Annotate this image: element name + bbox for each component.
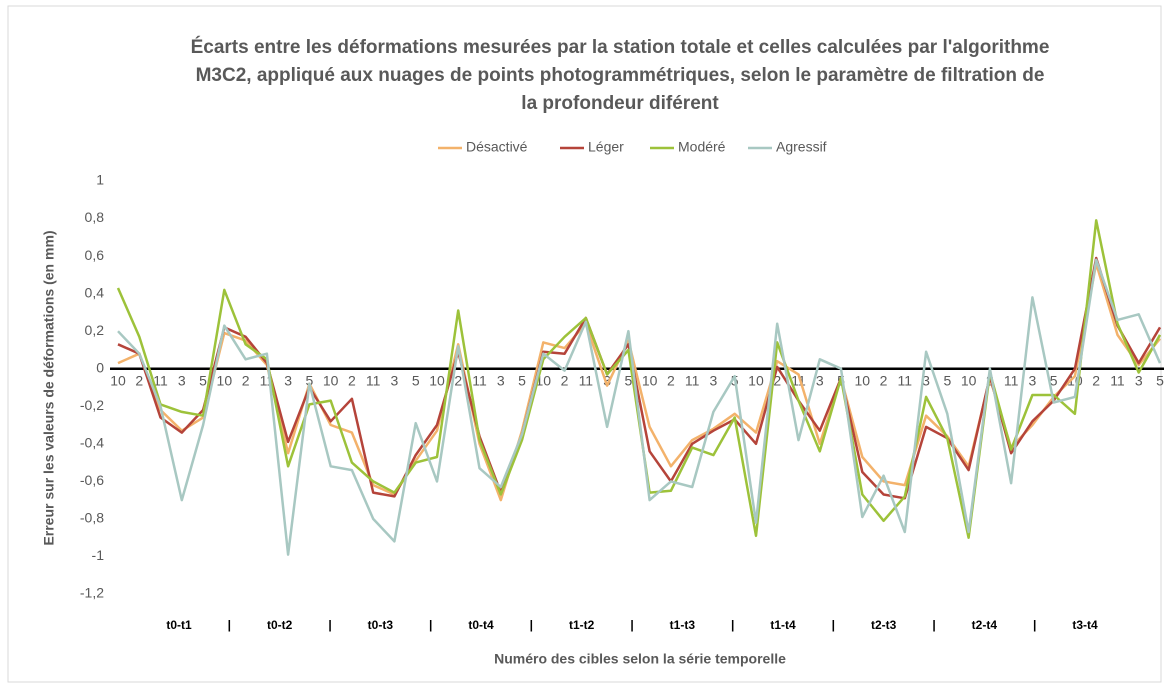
y-axis-title: Erreur sur les valeurs de déformations (… — [41, 230, 57, 545]
x-tick-label: 10 — [642, 372, 658, 388]
x-tick-label: 2 — [880, 372, 888, 388]
y-tick-label: 0 — [96, 359, 104, 375]
group-label: t0-t1 — [166, 618, 192, 632]
x-tick-label: 2 — [348, 372, 356, 388]
y-tick-label: -0,8 — [80, 510, 104, 526]
y-tick-label: -0,6 — [80, 472, 104, 488]
legend-label: Désactivé — [466, 139, 528, 155]
x-tick-label: 11 — [366, 372, 381, 388]
x-tick-label: 11 — [898, 372, 913, 388]
group-label: t1-t4 — [770, 618, 796, 632]
y-tick-label: -1,2 — [80, 585, 104, 601]
group-separator: | — [832, 618, 835, 632]
x-tick-label: 11 — [153, 372, 168, 388]
legend-label: Modéré — [678, 139, 726, 155]
series-line — [117, 258, 1162, 556]
chart-border — [7, 5, 1162, 683]
x-tick-label: 3 — [1029, 372, 1037, 388]
x-tick-label: 3 — [497, 372, 505, 388]
x-tick-label: 10 — [217, 372, 233, 388]
x-tick-label: 2 — [454, 372, 462, 388]
x-tick-label: 10 — [429, 372, 445, 388]
x-tick-label: 10 — [854, 372, 870, 388]
x-tick-label: 3 — [816, 372, 824, 388]
y-tick-label: -0,2 — [80, 397, 104, 413]
group-separator: | — [530, 618, 533, 632]
x-tick-label: 3 — [284, 372, 292, 388]
group-label: t3-t4 — [1072, 618, 1098, 632]
x-tick-label: 3 — [178, 372, 186, 388]
group-separator: | — [1033, 618, 1036, 632]
x-tick-label: 2 — [1092, 372, 1100, 388]
x-tick-label: 2 — [242, 372, 250, 388]
group-separator: | — [328, 618, 331, 632]
group-label: t2-t3 — [871, 618, 897, 632]
chart-title: M3C2, appliqué aux nuages de points phot… — [196, 65, 1045, 86]
legend-label: Agressif — [776, 139, 827, 155]
x-tick-label: 10 — [323, 372, 339, 388]
y-tick-label: -0,4 — [80, 435, 104, 451]
x-tick-label: 11 — [685, 372, 700, 388]
y-tick-label: 0,8 — [85, 209, 105, 225]
x-tick-label: 5 — [943, 372, 951, 388]
group-separator: | — [228, 618, 231, 632]
group-label: t0-t4 — [468, 618, 494, 632]
x-tick-label: 3 — [603, 372, 611, 388]
y-tick-label: 0,6 — [85, 247, 105, 263]
y-tick-label: -1 — [92, 547, 105, 563]
x-tick-label: 11 — [472, 372, 487, 388]
x-tick-label: 2 — [561, 372, 569, 388]
chart-title: Écarts entre les déformations mesurées p… — [191, 36, 1050, 58]
y-tick-label: 1 — [96, 172, 104, 188]
x-tick-label: 3 — [922, 372, 930, 388]
x-tick-label: 11 — [579, 372, 594, 388]
x-tick-label: 5 — [518, 372, 526, 388]
group-label: t0-t3 — [368, 618, 394, 632]
x-tick-label: 10 — [961, 372, 977, 388]
group-separator: | — [429, 618, 432, 632]
x-tick-label: 2 — [773, 372, 781, 388]
y-tick-label: 0,4 — [85, 284, 105, 300]
x-tick-label: 5 — [199, 372, 207, 388]
x-tick-label: 3 — [1135, 372, 1143, 388]
x-tick-label: 5 — [412, 372, 420, 388]
x-tick-label: 3 — [710, 372, 718, 388]
x-tick-label: 2 — [667, 372, 675, 388]
x-tick-label: 11 — [1110, 372, 1125, 388]
x-tick-label: 2 — [135, 372, 143, 388]
group-label: t0-t2 — [267, 618, 293, 632]
group-label: t1-t2 — [569, 618, 595, 632]
x-axis-title: Numéro des cibles selon la série tempore… — [494, 651, 786, 667]
chart-title: la profondeur diférent — [521, 93, 719, 114]
x-tick-label: 5 — [1050, 372, 1058, 388]
x-tick-label: 10 — [110, 372, 126, 388]
group-separator: | — [731, 618, 734, 632]
x-tick-label: 11 — [1004, 372, 1019, 388]
x-tick-label: 10 — [748, 372, 764, 388]
x-tick-label: 3 — [391, 372, 399, 388]
legend-label: Léger — [588, 139, 624, 155]
group-label: t2-t4 — [972, 618, 998, 632]
x-tick-label: 5 — [624, 372, 632, 388]
group-label: t1-t3 — [670, 618, 696, 632]
y-tick-label: 0,2 — [85, 322, 105, 338]
group-separator: | — [630, 618, 633, 632]
group-separator: | — [932, 618, 935, 632]
x-tick-label: 5 — [305, 372, 313, 388]
x-tick-label: 5 — [1156, 372, 1164, 388]
